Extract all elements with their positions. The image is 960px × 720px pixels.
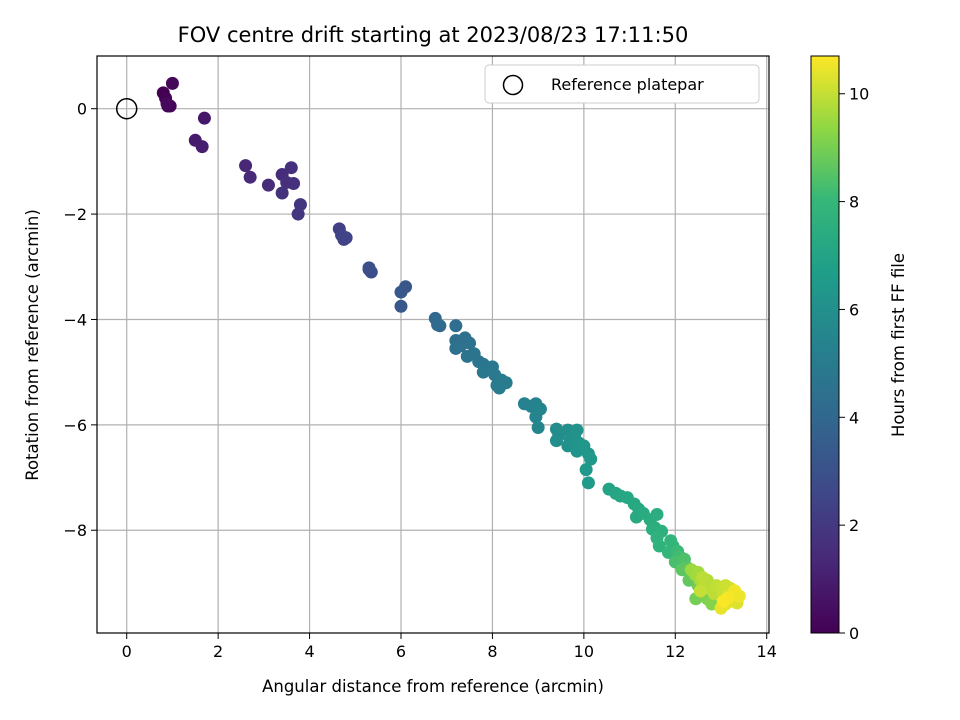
data-point [243, 170, 257, 184]
colorbar-tick-label: 10 [849, 85, 869, 104]
colorbar-tick-label: 0 [849, 624, 859, 643]
data-point [650, 507, 664, 521]
data-point [581, 476, 595, 490]
data-points [156, 76, 746, 615]
data-point [339, 231, 353, 245]
legend-marker [502, 74, 524, 96]
data-point [716, 594, 730, 608]
data-point [570, 423, 584, 437]
colorbar: 0 2 4 6 8 10 Hours from first FF file [810, 55, 908, 643]
data-point [531, 420, 545, 434]
y-axis-ticks: 0 −2 −4 −6 −8 [63, 100, 97, 540]
data-point [579, 463, 593, 477]
data-point [284, 161, 298, 175]
data-point [696, 571, 710, 585]
colorbar-tick-label: 2 [849, 516, 859, 535]
legend-label: Reference platepar [551, 75, 704, 94]
data-point [275, 186, 289, 200]
y-axis-label: Rotation from reference (arcmin) [23, 209, 42, 481]
data-point [449, 319, 463, 333]
data-point [239, 159, 253, 173]
data-point [652, 539, 666, 553]
plot-area [96, 55, 770, 634]
x-tick-label: 12 [665, 642, 685, 661]
colorbar-ticks: 0 2 4 6 8 10 [839, 85, 869, 643]
data-point [463, 336, 477, 350]
x-axis-ticks: 0 2 4 6 8 10 12 14 [122, 633, 777, 661]
data-point [287, 177, 301, 191]
data-point [449, 341, 463, 355]
data-point [495, 373, 509, 387]
legend: Reference platepar [484, 64, 760, 104]
x-tick-label: 0 [122, 642, 132, 661]
data-point [197, 111, 211, 125]
data-point [433, 319, 447, 333]
data-point [160, 96, 174, 110]
data-point [675, 563, 689, 577]
data-point [394, 285, 408, 299]
data-point [549, 434, 563, 448]
y-tick-label: −6 [63, 416, 87, 435]
data-point [584, 452, 598, 466]
x-tick-label: 6 [396, 642, 406, 661]
data-point [261, 178, 275, 192]
y-tick-label: −2 [63, 205, 87, 224]
data-point [362, 262, 376, 276]
x-axis-label: Angular distance from reference (arcmin) [262, 677, 604, 696]
y-tick-label: 0 [77, 100, 87, 119]
chart-title: FOV centre drift starting at 2023/08/23 … [178, 23, 689, 47]
data-point [195, 140, 209, 154]
legend-box [484, 64, 760, 104]
colorbar-tick-label: 6 [849, 300, 859, 319]
x-tick-label: 4 [304, 642, 314, 661]
data-point [165, 76, 179, 90]
data-point [533, 402, 547, 416]
plot-frame [96, 55, 770, 634]
colorbar-gradient [810, 55, 840, 634]
colorbar-label: Hours from first FF file [889, 253, 908, 437]
colorbar-tick-label: 4 [849, 408, 859, 427]
x-tick-label: 2 [213, 642, 223, 661]
y-tick-label: −8 [63, 521, 87, 540]
data-point [291, 207, 305, 221]
colorbar-tick-label: 8 [849, 193, 859, 212]
data-point [693, 584, 707, 598]
y-tick-label: −4 [63, 310, 87, 329]
reference-marker [115, 97, 138, 120]
x-tick-label: 8 [487, 642, 497, 661]
x-tick-label: 14 [757, 642, 777, 661]
data-point [394, 299, 408, 313]
x-tick-label: 10 [574, 642, 594, 661]
